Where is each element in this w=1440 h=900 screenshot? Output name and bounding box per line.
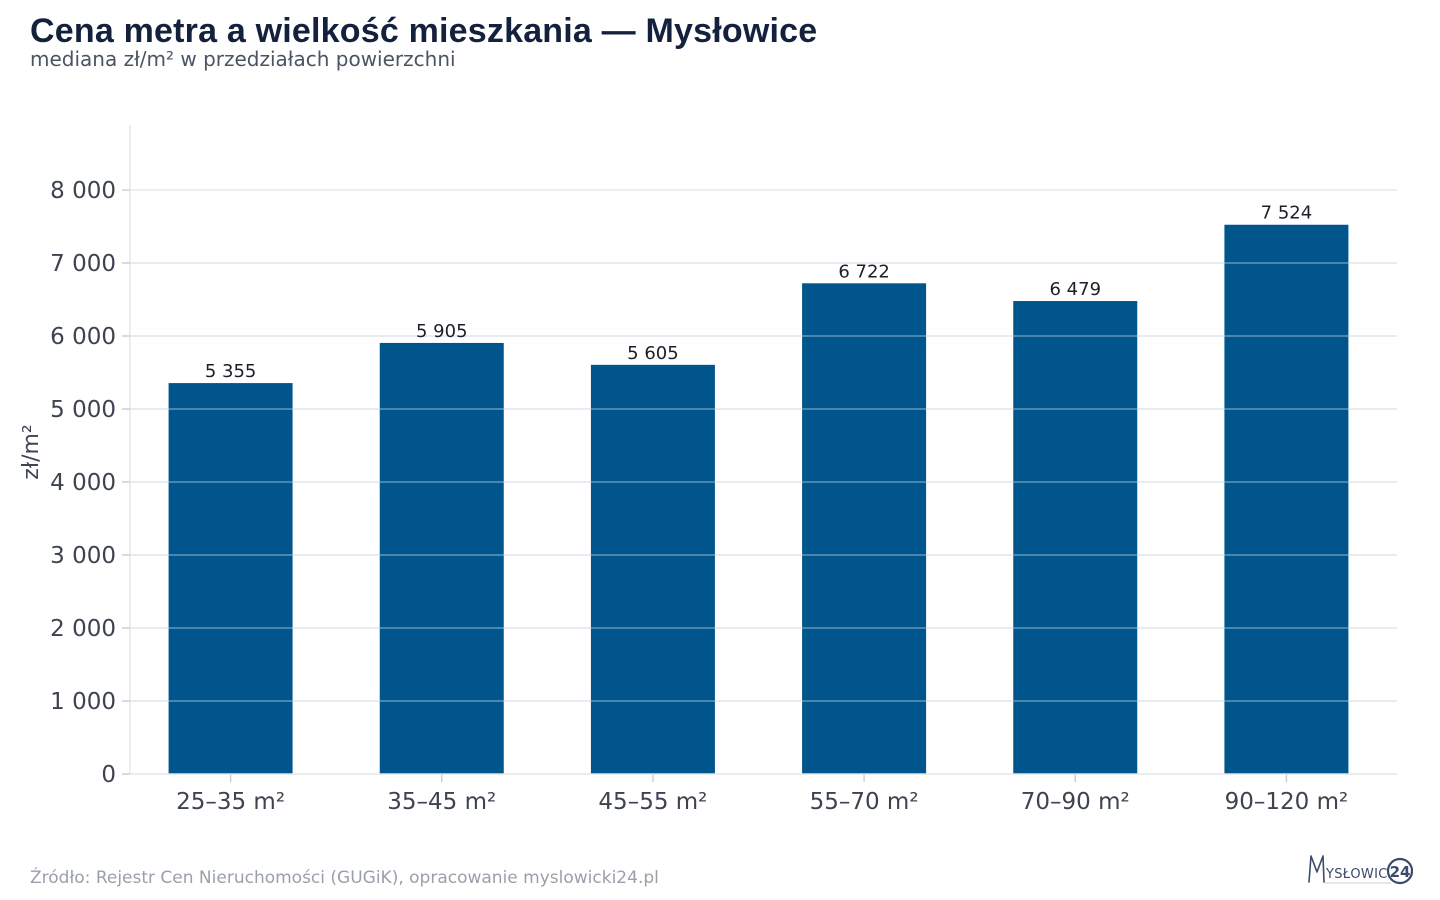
x-tick-label: 90–120 m² [1225, 789, 1349, 815]
y-tick-label: 0 [101, 762, 116, 788]
chart-subtitle: mediana zł/m² w przedziałach powierzchni [30, 47, 456, 71]
bar-value-label: 7 524 [1261, 203, 1313, 224]
x-tick-label: 70–90 m² [1021, 789, 1130, 815]
y-tick-label: 7 000 [50, 251, 116, 277]
y-tick-label: 8 000 [50, 178, 116, 204]
bar-value-label: 6 479 [1049, 279, 1101, 300]
logo-badge: 24 [1390, 863, 1411, 881]
bar [168, 383, 293, 774]
chart-title: Cena metra a wielkość mieszkania — Mysło… [30, 12, 818, 50]
bar [1224, 224, 1349, 775]
y-tick-label: 5 000 [50, 397, 116, 423]
x-tick-label: 35–45 m² [387, 789, 496, 815]
bars [168, 224, 1349, 775]
y-tick-label: 6 000 [50, 324, 116, 350]
bar [379, 342, 504, 774]
bar-value-label: 5 905 [416, 321, 468, 342]
svg-text:YSŁOWICKI: YSŁOWICKI [1325, 867, 1401, 882]
bar-value-label: 5 605 [627, 343, 679, 364]
x-tick-label: 45–55 m² [598, 789, 707, 815]
bar-value-label: 6 722 [838, 261, 890, 282]
y-tick-label: 3 000 [50, 543, 116, 569]
x-tick-label: 55–70 m² [810, 789, 919, 815]
source-note: Źródło: Rejestr Cen Nieruchomości (GUGiK… [30, 868, 659, 888]
gridlines [130, 189, 1397, 702]
labels: 5 355 25–35 m² 5 905 35–45 m² 5 605 45–55 m² 6… [50, 178, 1348, 815]
y-tick-label: 1 000 [50, 689, 116, 715]
x-tick-label: 25–35 m² [176, 789, 285, 815]
bar [802, 283, 927, 774]
myslowicki24-logo: YSŁOWICKI 24 [1308, 855, 1413, 885]
axes [122, 125, 1397, 782]
y-tick-label: 2 000 [50, 616, 116, 642]
y-tick-label: 4 000 [50, 470, 116, 496]
bar [1013, 301, 1138, 774]
y-axis-title: zł/m² [19, 424, 44, 479]
bar-value-label: 5 355 [205, 361, 257, 382]
bar [590, 364, 715, 774]
